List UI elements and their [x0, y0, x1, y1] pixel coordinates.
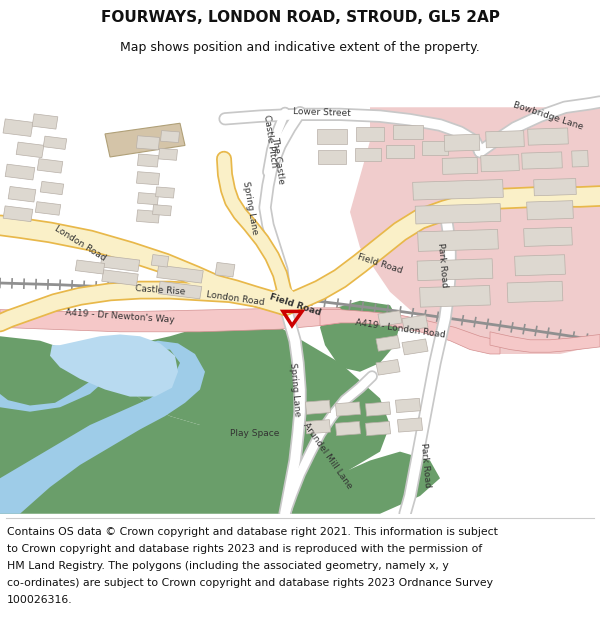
Polygon shape — [305, 419, 331, 434]
Text: Play Space: Play Space — [230, 429, 280, 438]
Polygon shape — [515, 255, 565, 276]
Polygon shape — [356, 127, 384, 141]
Text: Spring Lane: Spring Lane — [288, 362, 302, 417]
Polygon shape — [76, 260, 104, 274]
Polygon shape — [158, 148, 178, 161]
Polygon shape — [524, 228, 572, 246]
Polygon shape — [419, 286, 490, 307]
Polygon shape — [100, 256, 140, 271]
Polygon shape — [5, 164, 35, 180]
Polygon shape — [305, 400, 331, 414]
Polygon shape — [0, 328, 440, 514]
Polygon shape — [402, 339, 428, 355]
Text: Park Road: Park Road — [436, 242, 448, 288]
Text: A419 - Dr Newton's Way: A419 - Dr Newton's Way — [65, 308, 175, 325]
Text: Field Road: Field Road — [356, 252, 404, 275]
Polygon shape — [3, 206, 33, 222]
Polygon shape — [3, 119, 33, 136]
Text: London Road: London Road — [205, 291, 265, 308]
Text: The Castle: The Castle — [270, 136, 286, 185]
Polygon shape — [136, 172, 160, 185]
Polygon shape — [265, 288, 300, 305]
Text: A419 - London Road: A419 - London Road — [355, 318, 446, 340]
Polygon shape — [37, 159, 63, 173]
Polygon shape — [136, 136, 160, 150]
Polygon shape — [317, 129, 347, 144]
Polygon shape — [393, 125, 423, 139]
Text: Castle Pitch: Castle Pitch — [262, 114, 278, 168]
Polygon shape — [43, 136, 67, 149]
Polygon shape — [376, 359, 400, 375]
Text: Spring Lane: Spring Lane — [241, 180, 259, 235]
Polygon shape — [136, 210, 160, 223]
Text: to Crown copyright and database rights 2023 and is reproduced with the permissio: to Crown copyright and database rights 2… — [7, 544, 482, 554]
Polygon shape — [152, 204, 172, 216]
Polygon shape — [158, 281, 202, 299]
Polygon shape — [444, 134, 480, 151]
Text: Lower Street: Lower Street — [293, 107, 351, 118]
Text: Field Road: Field Road — [268, 292, 322, 318]
Polygon shape — [521, 152, 562, 169]
Polygon shape — [215, 262, 235, 277]
Text: Arundel Mill Lane: Arundel Mill Lane — [302, 421, 354, 491]
Text: co-ordinates) are subject to Crown copyright and database rights 2023 Ordnance S: co-ordinates) are subject to Crown copyr… — [7, 578, 493, 588]
Polygon shape — [35, 202, 61, 215]
Polygon shape — [507, 281, 563, 302]
Polygon shape — [16, 142, 44, 158]
Polygon shape — [0, 308, 345, 332]
Polygon shape — [485, 131, 524, 148]
Polygon shape — [365, 402, 391, 416]
Polygon shape — [320, 309, 500, 354]
Polygon shape — [527, 201, 574, 220]
Polygon shape — [102, 270, 138, 286]
Polygon shape — [8, 186, 36, 202]
Text: FOURWAYS, LONDON ROAD, STROUD, GL5 2AP: FOURWAYS, LONDON ROAD, STROUD, GL5 2AP — [101, 11, 499, 26]
Polygon shape — [442, 158, 478, 174]
Text: HM Land Registry. The polygons (including the associated geometry, namely x, y: HM Land Registry. The polygons (includin… — [7, 561, 449, 571]
Polygon shape — [378, 311, 402, 326]
Polygon shape — [481, 154, 520, 172]
Text: London Road: London Road — [53, 224, 107, 262]
Polygon shape — [151, 254, 169, 267]
Text: Park Road: Park Road — [419, 442, 431, 488]
Polygon shape — [490, 332, 600, 352]
Polygon shape — [335, 421, 361, 436]
Polygon shape — [533, 179, 577, 196]
Polygon shape — [137, 192, 158, 205]
Text: Bowbridge Lane: Bowbridge Lane — [512, 101, 584, 132]
Polygon shape — [161, 131, 179, 142]
Polygon shape — [320, 301, 400, 372]
Polygon shape — [80, 319, 390, 469]
Polygon shape — [137, 154, 158, 167]
Polygon shape — [40, 181, 64, 194]
Polygon shape — [572, 151, 589, 167]
Polygon shape — [335, 402, 361, 416]
Polygon shape — [417, 259, 493, 281]
Polygon shape — [105, 123, 185, 157]
Text: Contains OS data © Crown copyright and database right 2021. This information is : Contains OS data © Crown copyright and d… — [7, 527, 498, 537]
Polygon shape — [155, 187, 175, 198]
Text: Map shows position and indicative extent of the property.: Map shows position and indicative extent… — [120, 41, 480, 54]
Polygon shape — [527, 128, 568, 145]
Polygon shape — [365, 421, 391, 436]
Polygon shape — [422, 141, 448, 155]
Polygon shape — [413, 179, 503, 200]
Polygon shape — [415, 204, 501, 224]
Polygon shape — [355, 148, 381, 161]
Polygon shape — [50, 334, 178, 397]
Polygon shape — [397, 418, 422, 432]
Polygon shape — [386, 145, 414, 158]
Polygon shape — [32, 114, 58, 129]
Polygon shape — [376, 336, 400, 351]
Polygon shape — [157, 265, 203, 283]
Text: 100026316.: 100026316. — [7, 595, 73, 605]
Polygon shape — [350, 107, 600, 354]
Polygon shape — [418, 229, 499, 251]
Polygon shape — [395, 398, 421, 412]
Polygon shape — [402, 315, 428, 331]
Polygon shape — [318, 150, 346, 164]
Polygon shape — [0, 341, 205, 514]
Text: Castle Rise: Castle Rise — [134, 284, 185, 296]
